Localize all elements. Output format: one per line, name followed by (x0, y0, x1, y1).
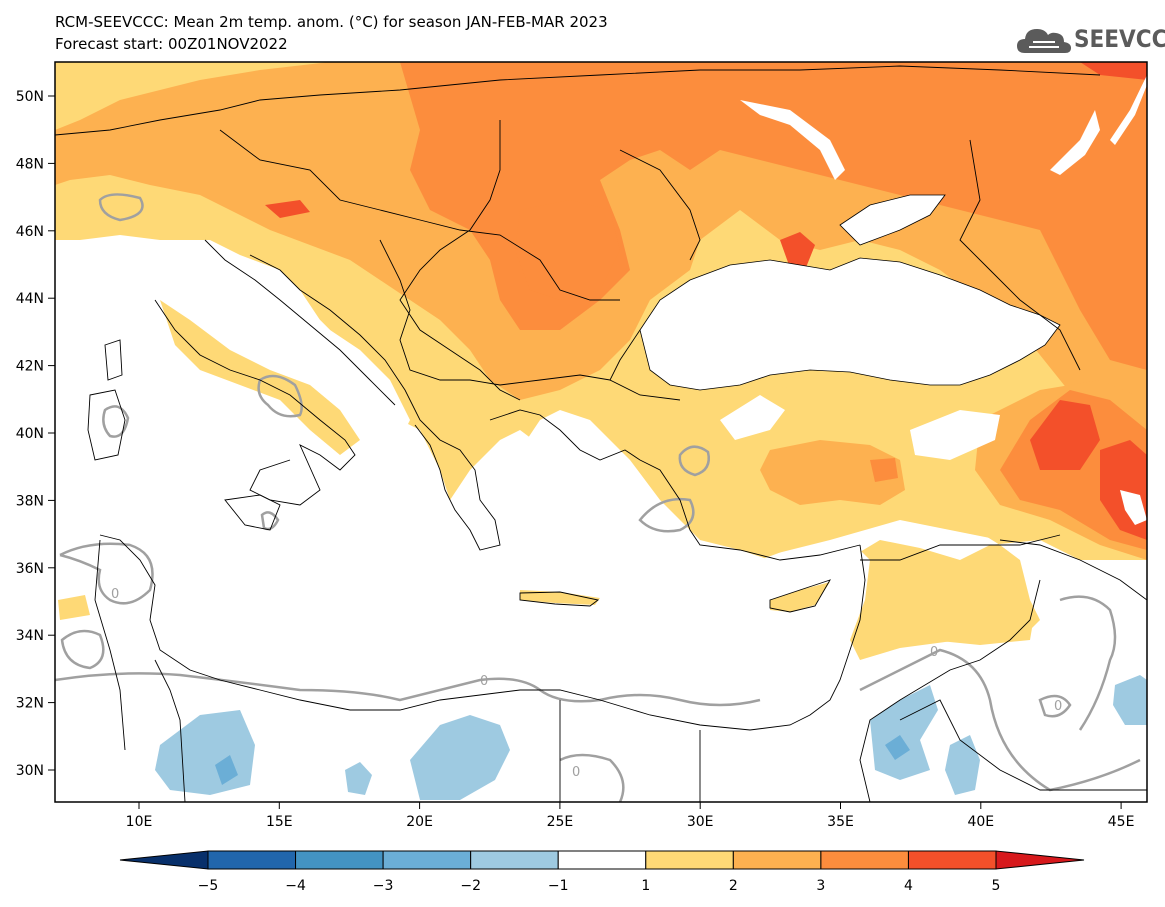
contour-label: 0 (111, 587, 119, 602)
anomaly-band-4-5-armenia (1030, 400, 1100, 470)
white-patch-turkey (910, 410, 1000, 460)
anomaly-band-1-2-cyprus (770, 582, 830, 612)
latitude-label: 40N (16, 426, 44, 442)
latitude-label: 50N (16, 89, 44, 105)
colorbar-segment (820, 850, 909, 870)
anomaly-band-neg1-2-small (345, 762, 372, 795)
seevccc-logo: SEEVCCC (1015, 20, 1165, 60)
anomaly-band-neg1-2-saudi (945, 735, 980, 795)
logo-text: SEEVCCC (1074, 25, 1165, 53)
anomaly-band-neg2-3-jordan (885, 735, 910, 760)
longitude-label: 45E (1108, 814, 1135, 830)
longitude-label: 40E (967, 814, 994, 830)
longitude-label: 30E (687, 814, 714, 830)
anomaly-band-4-5-north (1080, 62, 1147, 80)
white-lake-north (740, 100, 845, 180)
colorbar-label: 1 (641, 878, 650, 894)
mediterranean-sea (55, 410, 870, 802)
white-patch-caucasus (1120, 490, 1147, 525)
contour-label: 0 (930, 645, 938, 660)
map-field: 0 0 0 0 0 (55, 62, 1147, 802)
adriatic-tyrrhenian-sea (55, 240, 410, 440)
latitude-label: 32N (16, 696, 44, 712)
colorbar-arrow-right (995, 850, 1085, 870)
colorbar-segment (295, 850, 384, 870)
white-patch-turkey-2 (720, 395, 785, 440)
anomaly-band-neg1-2-iraq (1113, 675, 1147, 725)
contour-label: 0 (1054, 699, 1062, 714)
anomaly-band-3-4-balkans (515, 200, 620, 300)
colorbar-segment (645, 850, 734, 870)
anomaly-band-4-5-crimea (780, 232, 815, 270)
latitude-label: 42N (16, 359, 44, 375)
anomaly-band-neg1-2-egypt (410, 715, 510, 800)
colorbar-arrow-left (119, 850, 209, 870)
cloud-logo-icon (1017, 29, 1071, 53)
longitude-label: 35E (827, 814, 854, 830)
colorbar-segment (557, 850, 647, 870)
colorbar-segment (207, 850, 297, 870)
anomaly-band-1-2-crete (520, 590, 600, 605)
black-sea (639, 257, 1061, 391)
latitude-label: 30N (16, 763, 44, 779)
latitude-label: 36N (16, 561, 44, 577)
anomaly-band-neg2-3-libya (215, 755, 238, 785)
forecast-start-label: Forecast start: 00Z01NOV2022 (55, 35, 288, 53)
map-frame (54, 61, 1148, 803)
longitude-label: 15E (266, 814, 293, 830)
map-title: RCM-SEEVCCC: Mean 2m temp. anom. (°C) fo… (55, 13, 608, 31)
colorbar-label: 3 (816, 878, 825, 894)
colorbar-segment (470, 850, 559, 870)
contour-labels: 0 0 0 0 0 (111, 587, 1062, 780)
anomaly-band-1-2-italy (160, 300, 360, 455)
anomaly-band-4-5-alps (265, 200, 310, 218)
colorbar: −5 −4 −3 −2 −1 1 2 3 4 5 (119, 850, 1085, 894)
zero-contours (55, 193, 1141, 802)
colorbar-label: −3 (373, 878, 394, 894)
colorbar-label: −2 (460, 878, 481, 894)
latitude-label: 48N (16, 156, 44, 172)
anomaly-band-1-2-syria (890, 565, 1035, 645)
contour-label: 0 (480, 674, 488, 689)
colorbar-segment (907, 850, 997, 870)
latitude-label: 46N (16, 224, 44, 240)
latitude-axis: 50N 48N 46N 44N 42N 40N 38N 36N 34N 32N 30N (16, 89, 55, 779)
white-river-east (1050, 110, 1100, 175)
sea-of-azov (839, 194, 946, 246)
contour-label: 0 (572, 765, 580, 780)
colorbar-label: 5 (992, 878, 1001, 894)
colorbar-label: −5 (198, 878, 219, 894)
colorbar-label: 4 (904, 878, 913, 894)
colorbar-segment (382, 850, 472, 870)
anomaly-band-3-4-small (870, 458, 898, 482)
coastlines-and-borders (55, 65, 1147, 802)
colorbar-label: 2 (729, 878, 738, 894)
colorbar-label: −1 (548, 878, 569, 894)
latitude-label: 38N (16, 493, 44, 509)
latitude-label: 34N (16, 628, 44, 644)
anomaly-band-2-3-anatolia (760, 440, 905, 505)
colorbar-label: −4 (285, 878, 306, 894)
colorbar-segment (732, 850, 822, 870)
longitude-label: 10E (126, 814, 153, 830)
longitude-label: 25E (547, 814, 574, 830)
white-river-east-2 (1110, 75, 1147, 145)
longitude-axis: 10E 15E 20E 25E 30E 35E 40E 45E (126, 802, 1135, 830)
latitude-label: 44N (16, 291, 44, 307)
longitude-label: 20E (406, 814, 433, 830)
anomaly-band-1-2-tunisia (58, 595, 90, 620)
